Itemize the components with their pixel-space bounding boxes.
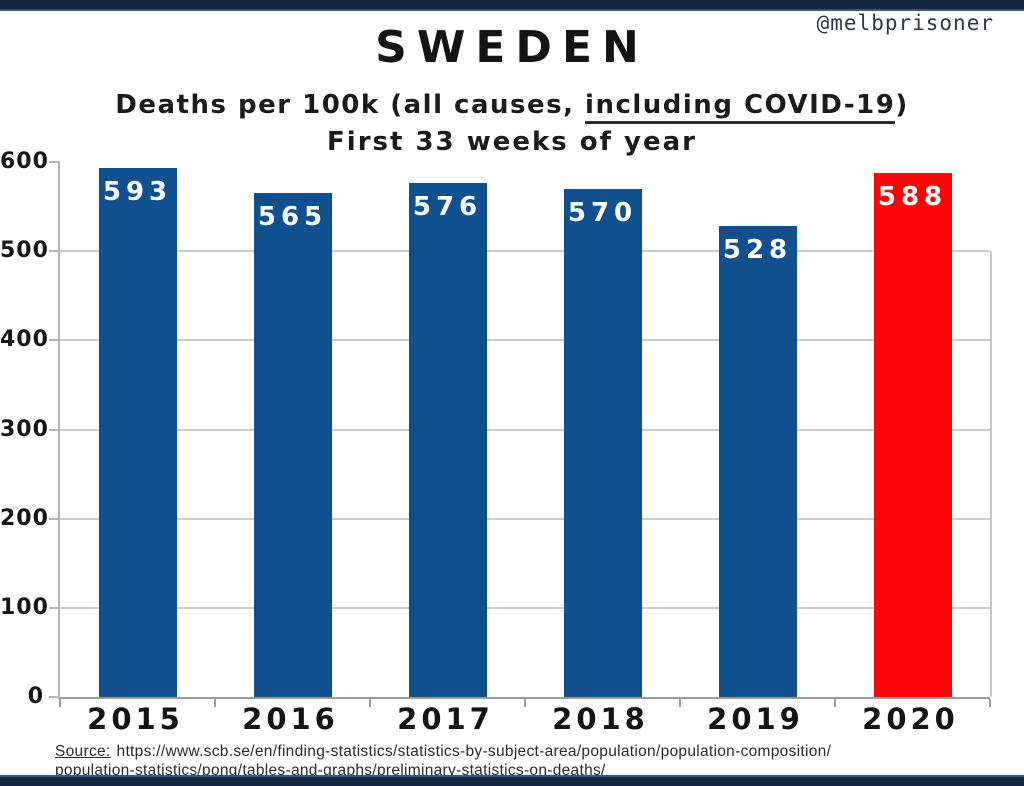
- y-axis-label-600: 600: [0, 149, 49, 174]
- chart-title: SWEDEN: [375, 22, 649, 73]
- plot-right-border: [990, 251, 992, 697]
- gridline-500: [60, 250, 990, 253]
- y-axis-tick-500: [49, 250, 60, 253]
- y-axis-tick-200: [49, 517, 60, 520]
- gridline-300: [60, 428, 990, 431]
- bar-2017: 576: [408, 183, 487, 697]
- y-axis-labels: 0 100 200 300 400 500 600: [0, 149, 49, 709]
- y-axis-label-200: 200: [0, 505, 49, 531]
- bar-2016: 565: [253, 193, 332, 697]
- x-axis-label-2018: 2018: [552, 702, 649, 736]
- x-axis-labels: 2015 2016 2017 2018 2019 2020: [58, 702, 988, 736]
- y-axis-tick-600: [49, 161, 60, 163]
- gridline-100: [60, 606, 990, 609]
- gridline-200: [60, 517, 990, 520]
- y-axis-label-400: 400: [0, 327, 49, 353]
- chart-subtitle: Deaths per 100k (all causes, including C…: [0, 90, 1024, 124]
- subtitle-prefix: Deaths per 100k (all causes,: [115, 90, 586, 120]
- subtitle-underlined-text: including COVID-19: [585, 90, 896, 124]
- source-url-line1: https://www.scb.se/en/finding-statistics…: [116, 743, 832, 760]
- x-axis-tick-1: [214, 699, 216, 707]
- bottom-border-bar: [0, 775, 1024, 786]
- bar-value-label-2017: 576: [412, 192, 483, 223]
- bar-value-label-2016: 565: [257, 202, 328, 233]
- source-label: Source:: [55, 743, 111, 760]
- x-axis-label-2020: 2020: [862, 702, 959, 736]
- y-axis-tick-0: [49, 696, 60, 698]
- top-border-bar: [0, 0, 1024, 11]
- bar-value-label-2020: 588: [877, 181, 948, 212]
- watermark-handle: @melbprisoner: [816, 11, 994, 35]
- source-note: Source: https://www.scb.se/en/finding-sta…: [55, 742, 1005, 780]
- y-axis-label-300: 300: [0, 416, 49, 442]
- x-axis-tick-2: [369, 699, 371, 707]
- bar-2019: 528: [718, 226, 797, 697]
- subtitle-suffix: ): [895, 90, 909, 120]
- y-axis-tick-300: [49, 428, 60, 431]
- source-url-line2: population-statistics/pong/tables-and-gr…: [55, 762, 606, 779]
- bar-2015: 593: [98, 168, 177, 697]
- bar-2018: 570: [563, 188, 642, 697]
- y-axis-label-100: 100: [0, 594, 49, 620]
- bar-value-label-2018: 570: [567, 197, 638, 228]
- y-axis-label-500: 500: [0, 238, 49, 264]
- x-axis-tick-0: [59, 699, 61, 707]
- bar-value-label-2019: 528: [722, 235, 793, 266]
- bar-2020: 588: [873, 172, 952, 697]
- chart-subtitle-line2: First 33 weeks of year: [327, 127, 697, 157]
- x-axis-label-2016: 2016: [242, 702, 339, 736]
- y-axis-tick-100: [49, 606, 60, 609]
- bar-value-label-2015: 593: [102, 177, 173, 208]
- x-axis-tick-4: [679, 699, 681, 707]
- x-axis-label-2019: 2019: [707, 702, 804, 736]
- plot-area: 593 565 576 570 528 588: [49, 161, 992, 707]
- y-axis-tick-400: [49, 339, 60, 342]
- x-axis-tick-6: [989, 699, 991, 707]
- x-axis-label-2015: 2015: [87, 702, 184, 736]
- y-axis-label-0: 0: [27, 684, 44, 709]
- gridline-400: [60, 339, 990, 342]
- x-axis-tick-3: [524, 699, 526, 707]
- x-axis-label-2017: 2017: [397, 702, 494, 736]
- x-axis-tick-5: [834, 699, 836, 707]
